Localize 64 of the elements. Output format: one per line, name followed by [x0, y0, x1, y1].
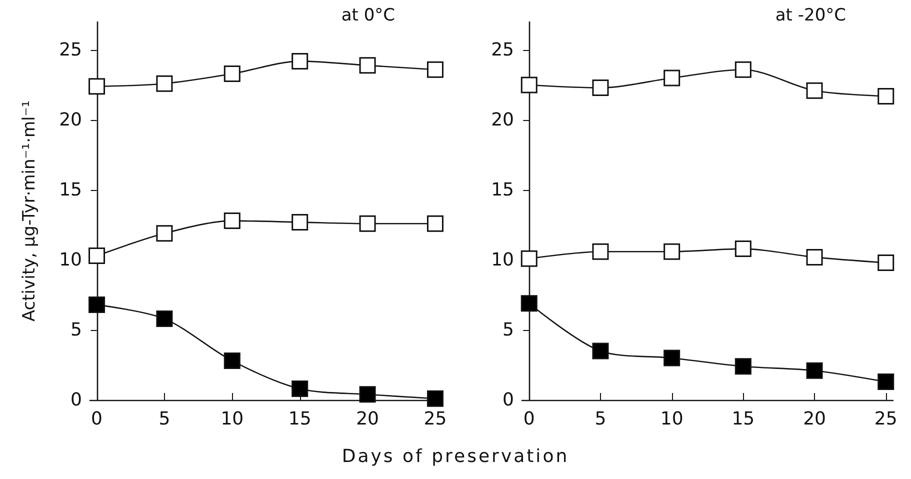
point: [592, 243, 609, 260]
point: [224, 212, 240, 230]
y-tick-label: 10: [59, 250, 82, 270]
point: [88, 78, 106, 95]
point: [292, 214, 308, 230]
x-tick-label: 15: [732, 408, 755, 430]
point: [664, 350, 680, 366]
x-axis-title: Days of preservation: [340, 446, 570, 467]
point: [806, 82, 823, 99]
point: [806, 362, 823, 379]
x-tick-label: 20: [356, 408, 379, 430]
chart-title: at -20°C: [775, 6, 846, 26]
y-tick-label: 5: [70, 320, 82, 340]
point: [878, 88, 894, 104]
point: [520, 76, 538, 94]
point: [224, 352, 240, 370]
y-tick-label: 15: [491, 180, 514, 200]
y-axis-title: Activity, μg-Tyr·min⁻¹·ml⁻¹: [20, 100, 40, 322]
y-tick-label: 0: [70, 390, 82, 410]
point: [292, 52, 308, 70]
point: [88, 296, 106, 314]
y-tick-label: 0: [502, 390, 514, 410]
point: [292, 380, 308, 398]
point: [734, 358, 752, 375]
point: [156, 225, 173, 242]
x-tick-label: 25: [424, 408, 447, 430]
point: [878, 374, 894, 390]
point: [664, 243, 680, 260]
x-tick-label: 15: [288, 408, 312, 430]
point: [426, 215, 444, 232]
point: [156, 75, 173, 92]
point: [520, 250, 538, 267]
point: [359, 215, 376, 232]
y-tick-label: 20: [491, 110, 514, 130]
x-tick-label: 25: [874, 408, 898, 430]
x-tick-label: 0: [91, 408, 102, 430]
point: [592, 80, 609, 96]
x-tick-label: 10: [220, 408, 244, 430]
point: [734, 240, 752, 258]
x-tick-label: 10: [660, 408, 684, 430]
x-tick-label: 5: [158, 408, 170, 430]
x-tick-label: 5: [594, 408, 606, 430]
point: [878, 254, 894, 272]
point: [156, 310, 173, 328]
point: [359, 57, 376, 74]
point: [426, 61, 444, 78]
y-tick-label: 15: [59, 180, 82, 200]
y-tick-label: 25: [59, 40, 82, 60]
y-tick-label: 25: [491, 40, 514, 60]
point: [88, 248, 106, 264]
y-tick-label: 20: [59, 110, 82, 130]
chart-title: at 0°C: [341, 6, 396, 26]
point: [734, 61, 752, 78]
y-tick-label: 5: [502, 320, 514, 340]
point: [664, 70, 680, 86]
point: [520, 295, 538, 312]
point: [426, 390, 444, 407]
point: [806, 248, 823, 266]
point: [224, 66, 240, 82]
x-tick-label: 20: [803, 408, 826, 430]
y-tick-label: 10: [491, 250, 514, 270]
x-tick-label: 0: [523, 408, 535, 430]
point: [359, 386, 376, 403]
point: [592, 342, 609, 360]
